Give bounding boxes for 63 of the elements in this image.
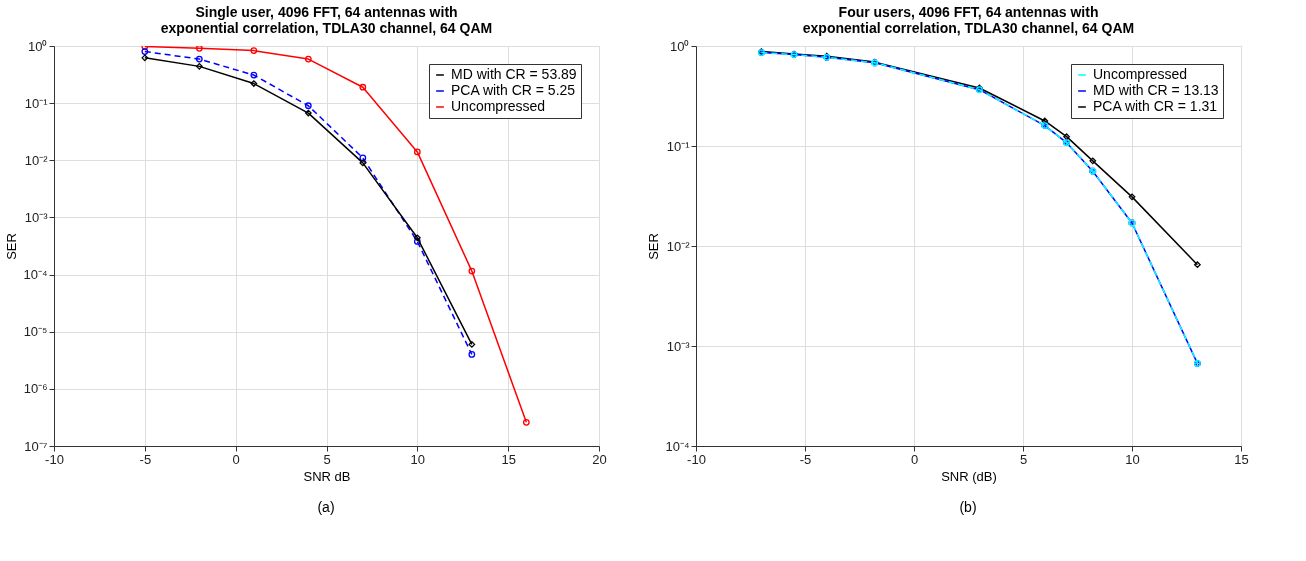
y-tick-label: 10⁻¹ <box>666 138 691 154</box>
point <box>468 267 476 275</box>
legend-label: PCA with CR = 5.25 <box>451 82 576 98</box>
point <box>195 55 203 63</box>
x-tick-label: -10 <box>687 451 706 467</box>
y-axis-title: SER <box>646 233 662 260</box>
legend-label: Uncompressed <box>1093 66 1188 82</box>
y-tick-label: 10⁻⁶ <box>23 381 48 397</box>
x-tick-label: 0 <box>232 451 240 467</box>
legend-label: MD with CR = 13.13 <box>1093 82 1219 98</box>
point <box>413 234 421 242</box>
x-tick-label: 15 <box>501 451 516 467</box>
legend-label: MD with CR = 53.89 <box>451 66 577 82</box>
text: exponential correlation, TDLA30 channel, 64 QAM <box>802 20 1135 36</box>
point <box>304 102 312 110</box>
x-tick-label: -5 <box>799 451 812 467</box>
point <box>1194 261 1201 269</box>
x-tick-label: 10 <box>1125 451 1140 467</box>
x-tick-label: 15 <box>1234 451 1249 467</box>
y-tick-label: 10⁻² <box>24 152 49 168</box>
point <box>468 341 476 348</box>
point <box>359 159 367 167</box>
x-axis-title: SNR (dB) <box>941 468 997 484</box>
point <box>304 55 312 63</box>
text: Single user, 4096 FFT, 64 antennas with <box>195 4 458 20</box>
text: Four users, 4096 FFT, 64 antennas with <box>838 4 1099 20</box>
y-tick-label: 10⁻⁴ <box>665 438 690 454</box>
y-tick-label: 10⁻¹ <box>24 95 49 111</box>
point <box>195 46 203 52</box>
y-tick-label: 10⁰ <box>28 38 48 54</box>
legend-label: Uncompressed <box>451 98 546 114</box>
point <box>141 54 149 62</box>
y-tick-label: 10⁻⁵ <box>23 324 48 340</box>
y-tick-label: 10⁰ <box>670 38 690 54</box>
legend-label: PCA with CR = 1.31 <box>1093 98 1218 114</box>
x-tick-label: 0 <box>910 451 919 467</box>
point <box>1063 133 1070 141</box>
point <box>1089 157 1097 165</box>
point <box>1128 193 1136 201</box>
y-tick-label: 10⁻² <box>666 238 691 254</box>
point <box>468 351 476 358</box>
y-tick-label: 10⁻⁴ <box>23 267 48 283</box>
y-tick-label: 10⁻⁷ <box>24 438 48 454</box>
x-tick-label: 20 <box>592 451 607 467</box>
text: (b) <box>959 499 977 515</box>
x-tick-label: -5 <box>139 451 152 467</box>
point <box>250 80 258 87</box>
x-tick-label: -10 <box>45 451 64 467</box>
text: (a) <box>317 499 335 515</box>
point <box>195 62 203 70</box>
point <box>250 71 258 79</box>
point <box>359 83 367 91</box>
y-tick-label: 10⁻³ <box>24 209 49 225</box>
x-tick-label: 10 <box>410 451 426 467</box>
y-axis-title: SER <box>4 233 20 260</box>
x-axis-title: SNR dB <box>303 468 351 484</box>
point <box>250 47 258 55</box>
point <box>413 148 421 156</box>
x-tick-label: 5 <box>1019 451 1028 467</box>
y-tick-label: 10⁻³ <box>666 338 691 354</box>
x-tick-label: 5 <box>323 451 331 467</box>
text: exponential correlation, TDLA30 channel, 64 QAM <box>160 20 493 36</box>
point <box>304 109 312 117</box>
